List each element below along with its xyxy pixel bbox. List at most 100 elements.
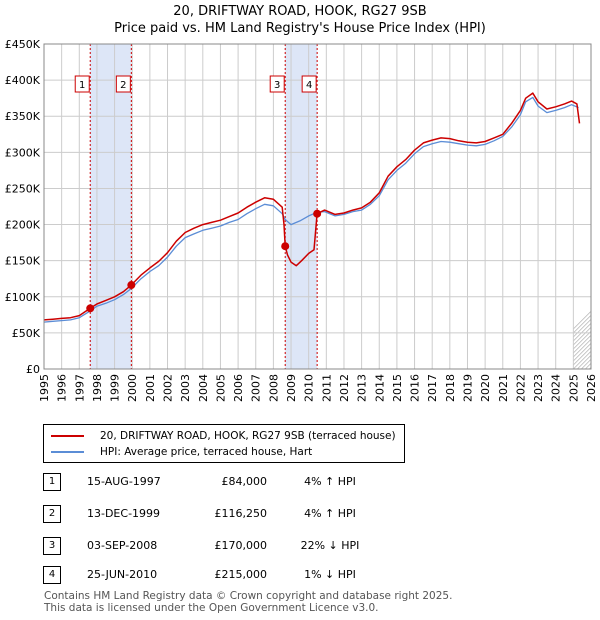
- transaction-price: £116,250: [214, 507, 268, 520]
- sale-label: 3: [274, 80, 280, 91]
- hpi-series-line: [43, 96, 579, 323]
- y-tick-label: £350K: [5, 110, 41, 123]
- sale-label-box: [74, 75, 90, 93]
- x-tick-label: 2010: [303, 374, 316, 402]
- legend-label-hpi: HPI: Average price, terraced house, Hart: [100, 446, 313, 458]
- x-tick-label: 2017: [426, 374, 439, 402]
- x-tick-label: 2002: [162, 374, 175, 402]
- shaded-period: [285, 44, 318, 369]
- footer-copyright: Contains HM Land Registry data © Crown c…: [44, 590, 453, 602]
- x-tick-label: 2000: [126, 374, 139, 402]
- x-tick-label: 2012: [338, 374, 351, 402]
- plot-frame: [43, 43, 592, 370]
- x-tick-label: 1999: [109, 374, 122, 402]
- sale-label: 4: [306, 80, 312, 91]
- transaction-date: 13-DEC-1999: [87, 507, 161, 520]
- transaction-number: 2: [43, 505, 61, 523]
- forecast-hatch: [573, 44, 600, 369]
- x-tick-label: 1998: [91, 374, 104, 402]
- x-tick-label: 2018: [444, 374, 457, 402]
- x-tick-label: 2006: [232, 374, 245, 402]
- transaction-number: 1: [43, 473, 61, 491]
- forecast-hatch-line: [577, 354, 592, 369]
- transaction-date: 03-SEP-2008: [87, 539, 158, 552]
- y-tick-label: £450K: [5, 38, 41, 51]
- forecast-hatch-line: [573, 310, 592, 330]
- x-tick-label: 2003: [179, 374, 192, 402]
- y-tick-label: £100K: [5, 291, 41, 304]
- x-tick-label: 2007: [250, 374, 263, 402]
- shaded-period: [90, 44, 132, 369]
- transaction-hpi-delta: 4% ↑ HPI: [304, 507, 356, 520]
- x-tick-label: 2024: [550, 374, 563, 402]
- x-tick-label: 1996: [56, 374, 69, 402]
- transaction-hpi-delta: 4% ↑ HPI: [304, 475, 356, 488]
- sale-point: [281, 242, 290, 251]
- chart-title: 20, DRIFTWAY ROAD, HOOK, RG27 9SB: [173, 4, 427, 19]
- sale-point: [86, 304, 95, 313]
- transaction-price: £215,000: [214, 568, 268, 581]
- sale-label: 2: [120, 80, 126, 91]
- footer-licence: This data is licensed under the Open Gov…: [44, 602, 379, 614]
- x-tick-label: 2004: [197, 374, 210, 402]
- transaction-number: 4: [43, 566, 61, 584]
- sale-label-box: [301, 75, 317, 93]
- y-tick-label: £0: [26, 363, 40, 376]
- y-tick-label: £250K: [5, 182, 41, 195]
- x-tick-label: 2023: [532, 374, 545, 402]
- forecast-hatch-line: [573, 346, 592, 366]
- transaction-date: 15-AUG-1997: [87, 475, 161, 488]
- forecast-hatch-line: [573, 338, 592, 358]
- x-tick-label: 2001: [144, 374, 157, 402]
- sale-point: [313, 209, 322, 218]
- property-series-line: [43, 92, 581, 321]
- forecast-hatch-line: [573, 322, 592, 342]
- x-tick-label: 2005: [214, 374, 227, 402]
- sale-label-box: [115, 75, 131, 93]
- x-tick-label: 2009: [285, 374, 298, 402]
- x-tick-label: 2022: [514, 374, 527, 402]
- forecast-hatch-line: [573, 334, 592, 354]
- chart-legend: 20, DRIFTWAY ROAD, HOOK, RG27 9SB (terra…: [43, 424, 405, 463]
- forecast-hatch-line: [585, 362, 592, 369]
- x-tick-label: 2011: [320, 374, 333, 402]
- transaction-date: 25-JUN-2010: [87, 568, 158, 581]
- y-tick-label: £300K: [5, 146, 41, 159]
- y-tick-label: £50K: [12, 327, 41, 340]
- legend-item-property: 20, DRIFTWAY ROAD, HOOK, RG27 9SB (terra…: [51, 428, 396, 444]
- legend-item-hpi: HPI: Average price, terraced house, Hart: [51, 444, 312, 460]
- forecast-hatch-line: [573, 350, 592, 369]
- sale-point: [127, 281, 136, 290]
- y-tick-label: £200K: [5, 219, 41, 232]
- legend-swatch-property: [51, 435, 84, 437]
- x-tick-label: 2008: [267, 374, 280, 402]
- transaction-hpi-delta: 1% ↓ HPI: [304, 568, 356, 581]
- x-tick-label: 1997: [73, 374, 86, 402]
- forecast-hatch-line: [573, 330, 592, 350]
- x-tick-label: 2025: [567, 374, 580, 402]
- legend-label-property: 20, DRIFTWAY ROAD, HOOK, RG27 9SB (terra…: [100, 430, 396, 442]
- x-tick-label: 2014: [373, 374, 386, 402]
- x-tick-label: 2020: [479, 374, 492, 402]
- x-tick-label: 2015: [391, 374, 404, 402]
- x-tick-label: 2019: [461, 374, 474, 402]
- y-tick-label: £150K: [5, 255, 41, 268]
- forecast-hatch-line: [573, 342, 592, 362]
- forecast-hatch-line: [593, 44, 600, 369]
- forecast-hatch-line: [573, 326, 592, 346]
- sale-label: 1: [79, 80, 85, 91]
- x-tick-label: 2013: [356, 374, 369, 402]
- x-tick-label: 2016: [409, 374, 422, 402]
- chart-subtitle: Price paid vs. HM Land Registry's House …: [114, 21, 486, 36]
- x-tick-label: 2021: [497, 374, 510, 402]
- transaction-hpi-delta: 22% ↓ HPI: [300, 539, 360, 552]
- y-tick-label: £400K: [5, 74, 41, 87]
- sale-label-box: [269, 75, 285, 93]
- transaction-number: 3: [43, 537, 61, 555]
- x-tick-label: 2026: [585, 374, 598, 402]
- legend-swatch-hpi: [51, 451, 84, 453]
- transaction-price: £170,000: [214, 539, 268, 552]
- x-tick-label: 1995: [38, 374, 51, 402]
- transaction-price: £84,000: [221, 475, 268, 488]
